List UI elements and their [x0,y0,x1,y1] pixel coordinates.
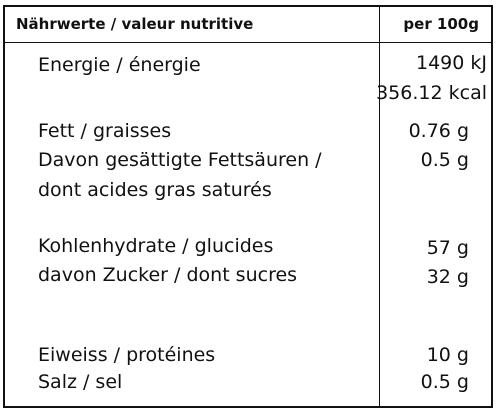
row-fat-value: 0.76 g [408,120,469,142]
row-saturated-fat-value: 0.5 g [420,149,469,171]
row-carbohydrates-value: 57 g [426,237,469,259]
row-energy-kcal-value: 356.12 kcal [376,82,487,104]
row-sugars-value: 32 g [426,266,469,288]
header-divider [5,42,491,43]
row-sugars-label: davon Zucker / dont sucres [38,264,298,286]
header-label: Nährwerte / valeur nutritive [16,15,254,33]
row-saturated-fat-label-fr: dont acides gras saturés [38,179,272,201]
row-saturated-fat-label: Davon gesättigte Fettsäuren / [38,149,322,171]
row-salt-label: Salz / sel [38,371,123,393]
header-per-100g: per 100g [403,15,479,33]
column-divider [379,7,380,406]
row-carbohydrates-label: Kohlenhydrate / glucides [38,235,274,257]
row-energy-label: Energie / énergie [38,54,201,76]
nutrition-table: Nährwerte / valeur nutritive per 100g En… [3,5,493,408]
row-energy-kj-value: 1490 kJ [416,52,487,74]
row-salt-value: 0.5 g [420,371,469,393]
row-protein-value: 10 g [426,344,469,366]
row-protein-label: Eiweiss / protéines [38,344,216,366]
row-fat-label: Fett / graisses [38,120,172,142]
